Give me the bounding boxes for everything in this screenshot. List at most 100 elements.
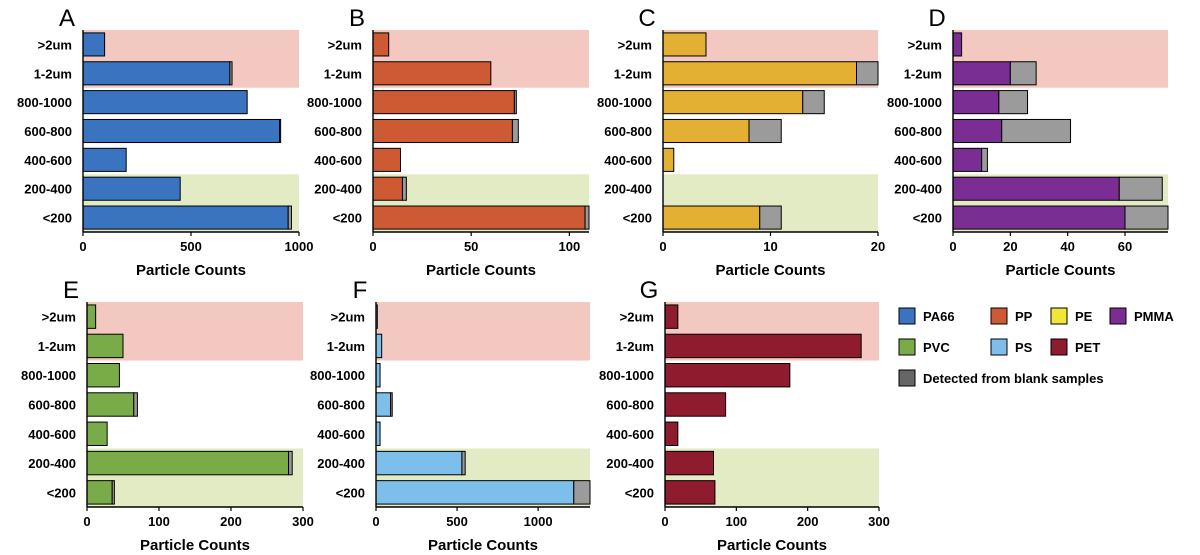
bar-pmma-2	[952, 90, 1000, 115]
category-label: 600-800	[28, 398, 76, 413]
x-tick-label: 100	[725, 514, 747, 529]
bar-pa66-1	[82, 61, 231, 86]
category-label: 1-2um	[327, 339, 365, 354]
panel-c: >2um 1-2um 800-1000 600-800 400-600 200-400 <2…	[597, 5, 885, 279]
category-label: 800-1000	[887, 95, 942, 110]
category-label: >2um	[328, 37, 362, 52]
legend-item-pet: PET	[1050, 338, 1100, 356]
legend: PA66 PP PE PMMA PVC PS PET Detected from blank …	[898, 307, 1174, 387]
legend-swatch	[898, 307, 916, 325]
bar-blank-1	[1009, 61, 1037, 86]
category-label: <200	[336, 485, 365, 500]
bar-pet-4	[664, 421, 679, 447]
bar-blank-6	[573, 480, 591, 505]
bar-pa66-2	[82, 90, 248, 115]
bar-blank-2	[998, 90, 1029, 115]
panel-b: >2um 1-2um 800-1000 600-800 400-600 200-400 <2…	[307, 5, 590, 279]
bar-blank-5	[288, 450, 293, 476]
category-label: 600-800	[24, 124, 72, 139]
legend-label: PE	[1075, 309, 1093, 324]
bar-pp-0	[372, 32, 390, 57]
bar-pa66-6	[82, 205, 289, 230]
bar-pvc-0	[86, 304, 97, 329]
category-label: >2um	[908, 37, 942, 52]
bar-blank-5	[401, 176, 407, 201]
bar-blank-2	[802, 90, 825, 115]
bar-pmma-3	[952, 118, 1003, 144]
bar-pvc-1	[86, 333, 124, 359]
bar-blank-3	[133, 392, 138, 417]
bar-pp-5	[372, 176, 403, 201]
x-tick-label: 0	[661, 514, 668, 529]
x-axis-title: Particle Counts	[140, 537, 250, 554]
bar-pvc-2	[86, 363, 120, 388]
legend-item-pa66: PA66	[898, 307, 955, 325]
bar-pmma-5	[952, 176, 1120, 201]
panel-letter: G	[640, 277, 659, 304]
category-label: 200-400	[314, 182, 362, 197]
bar-pp-1	[372, 61, 492, 86]
category-label: 800-1000	[307, 95, 362, 110]
category-label: 600-800	[606, 398, 654, 413]
x-tick-label: 0	[83, 514, 90, 529]
bar-pp-3	[372, 118, 513, 144]
category-label: 800-1000	[597, 95, 652, 110]
category-label: <200	[43, 211, 72, 226]
legend-item-pvc: PVC	[898, 338, 950, 356]
bar-ps-1	[375, 333, 383, 359]
category-label: 200-400	[604, 182, 652, 197]
legend-item-ps: PS	[990, 338, 1033, 356]
category-label: <200	[333, 211, 362, 226]
category-label: >2um	[42, 310, 76, 325]
bar-pe-3	[662, 118, 750, 144]
bar-pvc-6	[86, 480, 113, 505]
legend-swatch	[898, 369, 916, 387]
bar-pa66-3	[82, 118, 281, 144]
bar-ps-3	[375, 392, 392, 417]
x-tick-label: 20	[1003, 239, 1017, 254]
panel-g: >2um 1-2um 800-1000 600-800 400-600 200-400 <2…	[599, 277, 890, 554]
bar-blank-2	[513, 90, 517, 115]
x-tick-label: 60	[1118, 239, 1132, 254]
legend-label: PS	[1015, 340, 1033, 355]
panel-letter: D	[928, 5, 945, 32]
bar-pet-5	[664, 450, 715, 476]
legend-item-pe: PE	[1050, 307, 1093, 325]
bar-pmma-1	[952, 61, 1011, 86]
bar-pa66-0	[82, 32, 106, 57]
category-label: 200-400	[24, 182, 72, 197]
bar-pmma-4	[952, 147, 983, 172]
bar-pp-6	[372, 205, 586, 230]
bar-blank-1	[856, 61, 879, 86]
category-label: 400-600	[314, 153, 362, 168]
bar-blank-6	[759, 205, 782, 230]
bar-pet-1	[664, 333, 862, 359]
x-axis-title: Particle Counts	[426, 262, 536, 279]
bar-blank-5	[461, 450, 466, 476]
bar-pet-0	[664, 304, 679, 329]
category-label: 400-600	[604, 153, 652, 168]
category-label: 200-400	[894, 182, 942, 197]
category-label: >2um	[38, 37, 72, 52]
panel-d: >2um 1-2um 800-1000 600-800 400-600 200-400 <2…	[887, 5, 1169, 279]
legend-label: PET	[1075, 340, 1100, 355]
legend-swatch	[1050, 338, 1068, 356]
category-label: >2um	[618, 37, 652, 52]
x-axis-title: Particle Counts	[136, 262, 246, 279]
category-label: >2um	[620, 310, 654, 325]
legend-swatch	[898, 338, 916, 356]
bar-pvc-3	[86, 392, 135, 417]
bar-blank-3	[279, 118, 282, 144]
bar-pet-6	[664, 480, 716, 505]
x-tick-label: 0	[659, 239, 666, 254]
category-label: 400-600	[28, 427, 76, 442]
x-tick-label: 100	[148, 514, 170, 529]
category-label: 200-400	[28, 456, 76, 471]
bar-blank-1	[229, 61, 233, 86]
bar-pet-3	[664, 392, 727, 417]
band-large	[376, 302, 590, 361]
legend-swatch	[1050, 307, 1068, 325]
bar-pvc-4	[86, 421, 108, 447]
bar-blank-6	[1124, 205, 1169, 230]
